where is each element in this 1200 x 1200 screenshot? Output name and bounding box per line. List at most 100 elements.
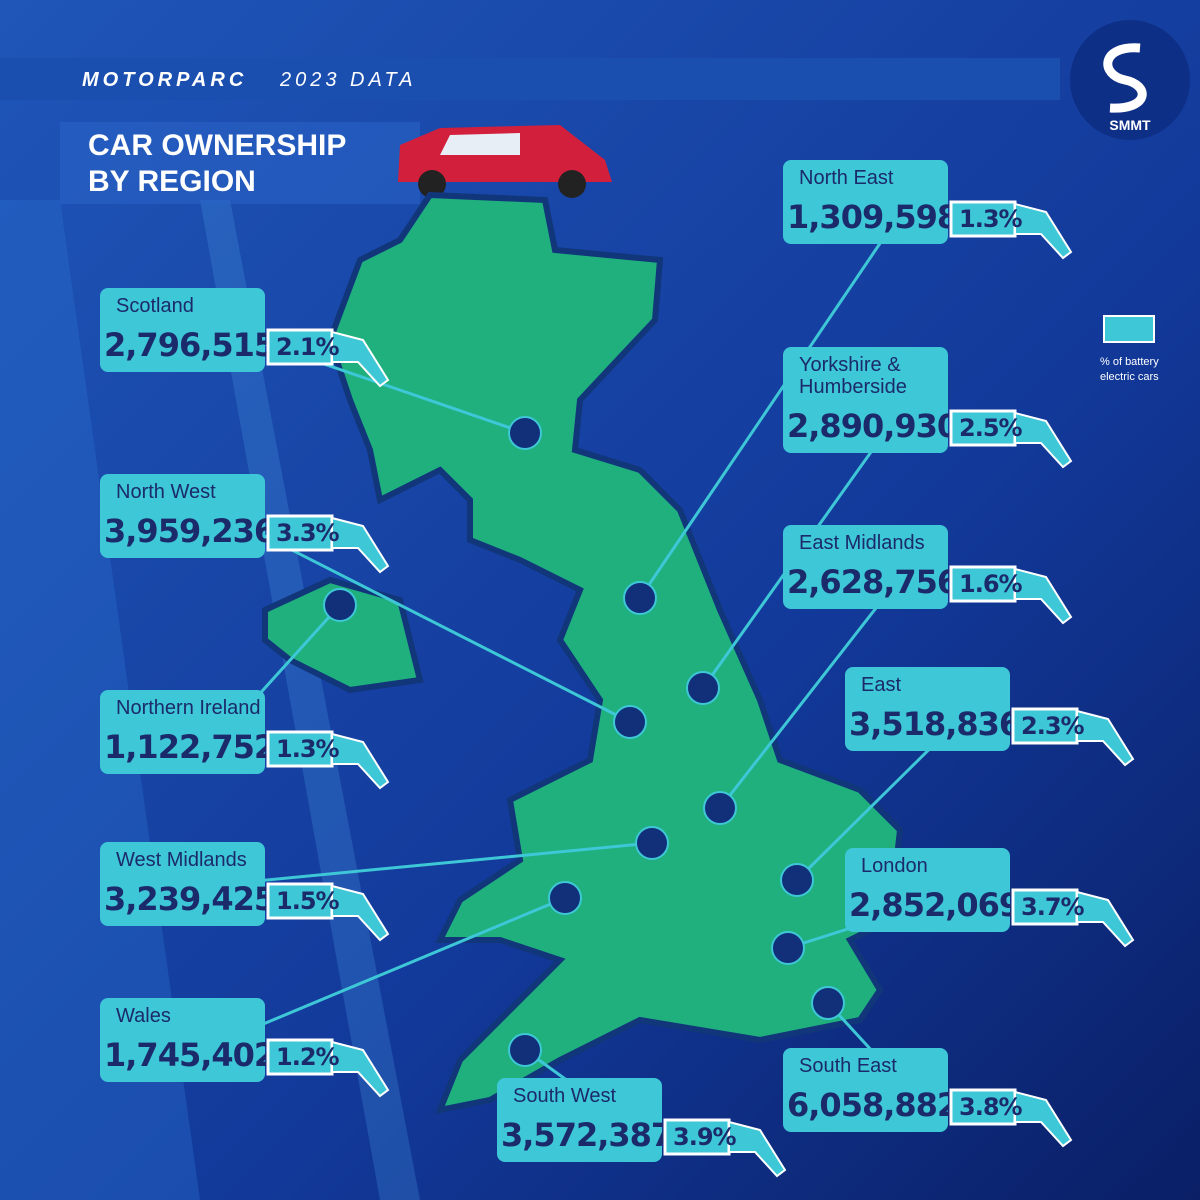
region-card: Yorkshire &Humberside 2,890,930 2.5% bbox=[783, 347, 1073, 469]
card-bg bbox=[100, 842, 265, 926]
car-count: 1,309,598 bbox=[787, 198, 958, 236]
plug-cable bbox=[1014, 202, 1073, 260]
bev-share: 1.2% bbox=[276, 1043, 340, 1071]
region-name: East Midlands bbox=[799, 532, 925, 554]
region-name: South West bbox=[513, 1085, 616, 1107]
region-card: East Midlands 2,628,756 1.6% bbox=[783, 525, 1073, 625]
car-count: 1,122,752 bbox=[104, 728, 275, 766]
leader-line bbox=[638, 201, 910, 599]
region-dot bbox=[780, 863, 814, 897]
card-bg bbox=[783, 525, 948, 609]
bev-share: 2.5% bbox=[959, 414, 1023, 442]
header-edition: 2023 DATA bbox=[279, 69, 416, 91]
plug-cable bbox=[1014, 1090, 1073, 1148]
header-bar bbox=[0, 58, 1060, 100]
legend-text: electric cars bbox=[1100, 371, 1159, 383]
bev-share: 1.5% bbox=[276, 887, 340, 915]
region-dot bbox=[703, 791, 737, 825]
region-name: South East bbox=[799, 1055, 897, 1077]
title-bg bbox=[60, 122, 420, 204]
leader-line bbox=[224, 841, 653, 886]
card-bg bbox=[845, 848, 1010, 932]
card-bg bbox=[783, 1048, 948, 1132]
plug-cable bbox=[331, 516, 390, 574]
plug-body bbox=[266, 730, 334, 768]
plug-body bbox=[949, 1088, 1017, 1126]
car-count: 2,796,515 bbox=[104, 326, 275, 364]
decor bbox=[200, 200, 420, 1200]
region-name: London bbox=[861, 855, 928, 877]
logo-text: SMMT bbox=[1109, 117, 1151, 133]
region-dot bbox=[771, 931, 805, 965]
logo-mark bbox=[1103, 43, 1147, 113]
map-great-britain bbox=[326, 191, 904, 1115]
title-line: CAR OWNERSHIP bbox=[88, 129, 346, 162]
car-icon bbox=[398, 125, 612, 198]
plug-body bbox=[266, 328, 334, 366]
region-card: West Midlands 3,239,425 1.5% bbox=[100, 842, 390, 942]
car-count: 3,959,236 bbox=[104, 512, 275, 550]
region-name: Northern Ireland bbox=[116, 697, 261, 719]
card-bg bbox=[100, 998, 265, 1082]
region-name: East bbox=[861, 674, 901, 696]
region-card: East 3,518,836 2.3% bbox=[845, 667, 1135, 767]
bev-share: 3.8% bbox=[959, 1093, 1023, 1121]
map-northern-ireland bbox=[262, 576, 424, 694]
region-name: Yorkshire & bbox=[799, 354, 901, 376]
plug-cable bbox=[331, 884, 390, 942]
card-bg bbox=[783, 160, 948, 244]
region-dot bbox=[613, 705, 647, 739]
bev-share: 3.7% bbox=[1021, 893, 1085, 921]
bev-share: 2.3% bbox=[1021, 712, 1085, 740]
plug-cable bbox=[1014, 567, 1073, 625]
plug-cable bbox=[728, 1120, 787, 1178]
plug-cable bbox=[331, 1040, 390, 1098]
region-name: North East bbox=[799, 167, 894, 189]
header-series: MOTORPARC bbox=[82, 69, 247, 91]
region-name: Wales bbox=[116, 1005, 171, 1027]
region-dot bbox=[811, 986, 845, 1020]
card-bg bbox=[100, 474, 265, 558]
plug-cable bbox=[331, 330, 390, 388]
region-card: Wales 1,745,402 1.2% bbox=[100, 998, 390, 1098]
region-name: Humberside bbox=[799, 376, 907, 398]
region-card: South West 3,572,387 3.9% bbox=[497, 1078, 787, 1178]
car-count: 3,572,387 bbox=[501, 1116, 672, 1154]
car-count: 2,890,930 bbox=[787, 407, 958, 445]
car-count: 1,745,402 bbox=[104, 1036, 275, 1074]
bev-share: 3.3% bbox=[276, 519, 340, 547]
region-card: North West 3,959,236 3.3% bbox=[100, 474, 390, 574]
region-dot bbox=[623, 581, 657, 615]
region-name: Scotland bbox=[116, 295, 194, 317]
car-count: 3,518,836 bbox=[849, 705, 1020, 743]
plug-body bbox=[663, 1118, 731, 1156]
region-card: Scotland 2,796,515 2.1% bbox=[100, 288, 390, 388]
region-dot bbox=[508, 1033, 542, 1067]
region-dot bbox=[635, 826, 669, 860]
bev-share: 3.9% bbox=[673, 1123, 737, 1151]
region-dot bbox=[548, 881, 582, 915]
plug-body bbox=[266, 882, 334, 920]
legend-text: % of battery bbox=[1100, 356, 1159, 368]
region-dot bbox=[508, 416, 542, 450]
plug-cable bbox=[331, 732, 390, 790]
region-card: Northern Ireland 1,122,752 1.3% bbox=[100, 690, 390, 790]
region-name: West Midlands bbox=[116, 849, 247, 871]
region-card: South East 6,058,882 3.8% bbox=[783, 1048, 1073, 1148]
card-bg bbox=[497, 1078, 662, 1162]
plug-cable bbox=[1076, 890, 1135, 948]
region-name: North West bbox=[116, 481, 216, 503]
car-count: 2,628,756 bbox=[787, 563, 958, 601]
plug-body bbox=[266, 1038, 334, 1076]
card-bg bbox=[100, 288, 265, 372]
plug-cable bbox=[1014, 411, 1073, 469]
plug-cable bbox=[1076, 709, 1135, 767]
title-line: BY REGION bbox=[88, 165, 256, 198]
card-bg bbox=[845, 667, 1010, 751]
card-bg bbox=[100, 690, 265, 774]
legend-icon bbox=[1103, 315, 1155, 343]
leader-line bbox=[224, 896, 566, 1042]
car-count: 6,058,882 bbox=[787, 1086, 958, 1124]
